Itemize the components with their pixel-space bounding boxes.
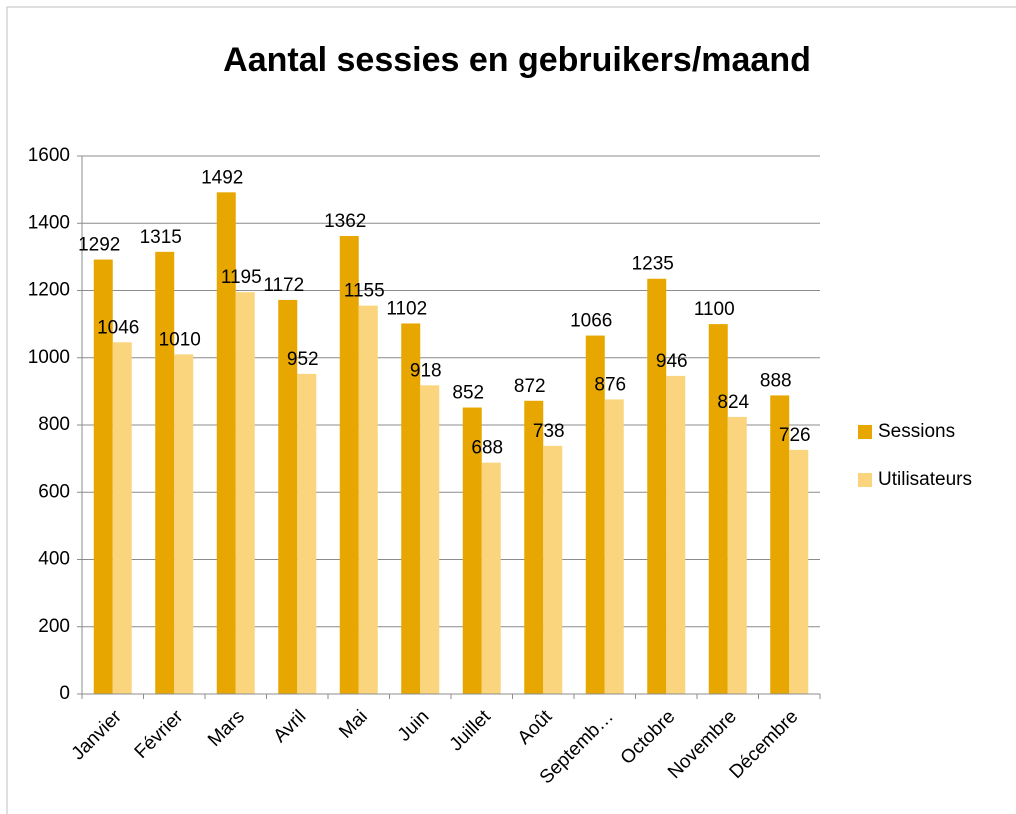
data-label: 1010 xyxy=(159,329,201,350)
x-tick-label: Février xyxy=(131,706,188,763)
y-tick-label: 600 xyxy=(38,481,70,502)
data-label: 1100 xyxy=(694,299,735,320)
bar xyxy=(666,375,686,694)
data-label: 888 xyxy=(760,370,792,391)
bar xyxy=(727,416,747,694)
bar xyxy=(708,324,728,694)
bar xyxy=(462,407,482,694)
data-label: 1235 xyxy=(632,254,674,275)
x-tick-label: Mai xyxy=(335,706,372,743)
bar xyxy=(420,385,440,694)
y-tick-label: 1600 xyxy=(28,145,70,166)
bar xyxy=(604,399,624,694)
x-tick-label: Janvier xyxy=(68,706,127,765)
legend-label: Sessions xyxy=(878,421,955,442)
y-tick-label: 1200 xyxy=(28,280,70,301)
x-tick-label: Mars xyxy=(204,706,249,751)
bar xyxy=(789,449,809,694)
x-tick-label: Août xyxy=(514,706,557,749)
bar xyxy=(358,305,378,694)
data-label: 852 xyxy=(452,383,484,404)
bar xyxy=(93,259,113,694)
bar xyxy=(216,192,236,694)
data-label: 726 xyxy=(779,425,811,446)
legend-swatch xyxy=(858,425,872,439)
data-label: 1066 xyxy=(570,311,612,332)
data-label: 1492 xyxy=(201,167,243,188)
bar xyxy=(155,251,175,695)
data-label: 876 xyxy=(594,374,626,395)
y-tick-label: 0 xyxy=(59,683,70,704)
y-tick-label: 800 xyxy=(38,414,70,435)
x-tick-label: Octobre xyxy=(617,706,680,769)
data-label: 824 xyxy=(717,392,749,413)
data-label: 1155 xyxy=(344,281,385,302)
bar xyxy=(339,236,359,694)
bar xyxy=(543,445,563,694)
bar xyxy=(770,395,790,694)
y-tick-label: 1000 xyxy=(28,347,70,368)
data-label: 688 xyxy=(471,438,503,459)
data-label: 1195 xyxy=(221,267,262,288)
bar xyxy=(481,462,501,694)
x-tick-label: Avril xyxy=(270,706,311,747)
data-label: 1315 xyxy=(140,227,182,248)
bar xyxy=(647,278,667,694)
data-label: 1362 xyxy=(324,211,366,232)
y-tick-label: 1400 xyxy=(28,212,70,233)
bar xyxy=(524,400,544,694)
y-tick-label: 200 xyxy=(38,616,70,637)
bar xyxy=(112,342,132,694)
legend-swatch xyxy=(858,473,872,487)
data-label: 1102 xyxy=(386,298,427,319)
data-label: 1046 xyxy=(97,317,139,338)
legend-label: Utilisateurs xyxy=(878,469,972,490)
bar xyxy=(297,373,317,694)
bar xyxy=(278,299,298,694)
data-label: 1292 xyxy=(78,235,120,256)
data-label: 872 xyxy=(514,376,546,397)
bar xyxy=(174,354,194,694)
data-label: 952 xyxy=(287,349,319,370)
bar xyxy=(585,335,605,694)
bar xyxy=(235,292,255,694)
x-tick-label: Juin xyxy=(394,706,433,745)
chart-title: Aantal sessies en gebruikers/maand xyxy=(223,41,811,79)
bar xyxy=(401,323,421,694)
chart-border xyxy=(6,6,1016,814)
data-label: 738 xyxy=(533,421,565,442)
x-tick-label: Juillet xyxy=(446,706,496,756)
data-label: 946 xyxy=(656,351,688,372)
data-label: 1172 xyxy=(263,275,304,296)
data-label: 918 xyxy=(410,360,442,381)
y-tick-label: 400 xyxy=(38,549,70,570)
